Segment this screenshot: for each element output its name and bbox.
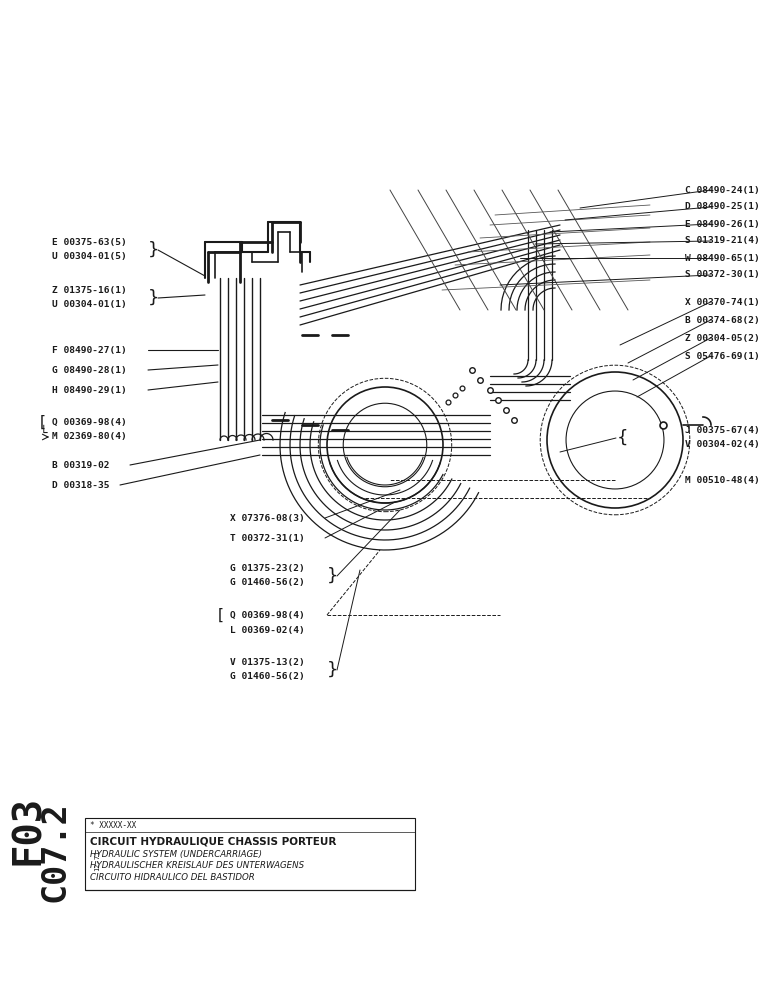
Text: J 00375-67(4): J 00375-67(4) (686, 426, 760, 434)
Text: B 00374-68(2): B 00374-68(2) (686, 316, 760, 324)
Text: E 08490-26(1): E 08490-26(1) (686, 220, 760, 229)
Text: G 01375-23(2): G 01375-23(2) (230, 564, 305, 572)
Text: }: } (327, 567, 338, 585)
Text: M 02369-80(4): M 02369-80(4) (52, 432, 127, 442)
Text: G 08490-28(1): G 08490-28(1) (52, 365, 127, 374)
Text: C 08490-24(1): C 08490-24(1) (686, 186, 760, 194)
Text: U 00304-01(5): U 00304-01(5) (52, 252, 127, 261)
Text: G 01460-56(2): G 01460-56(2) (230, 578, 305, 587)
Text: }: } (148, 289, 159, 307)
Text: F03: F03 (9, 795, 47, 865)
Text: HYDRAULISCHER KREISLAUF DES UNTERWAGENS: HYDRAULISCHER KREISLAUF DES UNTERWAGENS (90, 861, 304, 870)
Text: D 08490-25(1): D 08490-25(1) (686, 202, 760, 212)
Text: Z 00304-05(2): Z 00304-05(2) (686, 334, 760, 342)
Text: V 01375-13(2): V 01375-13(2) (230, 658, 305, 666)
Bar (85, 818, 415, 890)
Text: U 00304-01(1): U 00304-01(1) (52, 300, 127, 310)
Text: S 00372-30(1): S 00372-30(1) (686, 270, 760, 279)
Text: HYDRAULIC SYSTEM (UNDERCARRIAGE): HYDRAULIC SYSTEM (UNDERCARRIAGE) (90, 850, 262, 858)
Text: T 00372-31(1): T 00372-31(1) (230, 534, 305, 542)
Text: V 00304-02(4): V 00304-02(4) (686, 440, 760, 450)
Text: X 07376-08(3): X 07376-08(3) (230, 514, 305, 522)
Text: Q 00369-98(4): Q 00369-98(4) (52, 418, 127, 426)
Text: }: } (148, 241, 159, 259)
Text: W 08490-65(1): W 08490-65(1) (686, 253, 760, 262)
Text: S 05476-69(1): S 05476-69(1) (686, 352, 760, 360)
Text: * XXXXX-XX: * XXXXX-XX (90, 820, 136, 830)
Text: F 08490-27(1): F 08490-27(1) (52, 346, 127, 355)
Text: }: } (327, 661, 338, 679)
Text: S 01319-21(4): S 01319-21(4) (686, 236, 760, 245)
Text: CIRCUITO HIDRAULICO DEL BASTIDOR: CIRCUITO HIDRAULICO DEL BASTIDOR (90, 872, 255, 882)
Text: [: [ (218, 607, 224, 622)
Text: 12-71: 12-71 (94, 849, 100, 871)
Text: {: { (617, 429, 628, 447)
Text: Z 01375-16(1): Z 01375-16(1) (52, 286, 127, 294)
Text: E 00375-63(5): E 00375-63(5) (52, 237, 127, 246)
Text: C07.2: C07.2 (39, 802, 72, 902)
Text: H 08490-29(1): H 08490-29(1) (52, 385, 127, 394)
Text: G 01460-56(2): G 01460-56(2) (230, 672, 305, 682)
Text: [: [ (40, 414, 46, 430)
Text: X 00370-74(1): X 00370-74(1) (686, 298, 760, 306)
Text: CIRCUIT HYDRAULIQUE CHASSIS PORTEUR: CIRCUIT HYDRAULIQUE CHASSIS PORTEUR (90, 837, 337, 847)
Text: D 00318-35: D 00318-35 (52, 481, 110, 489)
Text: Q 00369-98(4): Q 00369-98(4) (230, 610, 305, 619)
Text: L 00369-02(4): L 00369-02(4) (230, 626, 305, 635)
Text: M 00510-48(4): M 00510-48(4) (686, 476, 760, 485)
Text: └: └ (40, 426, 48, 440)
Text: B 00319-02: B 00319-02 (52, 460, 110, 470)
